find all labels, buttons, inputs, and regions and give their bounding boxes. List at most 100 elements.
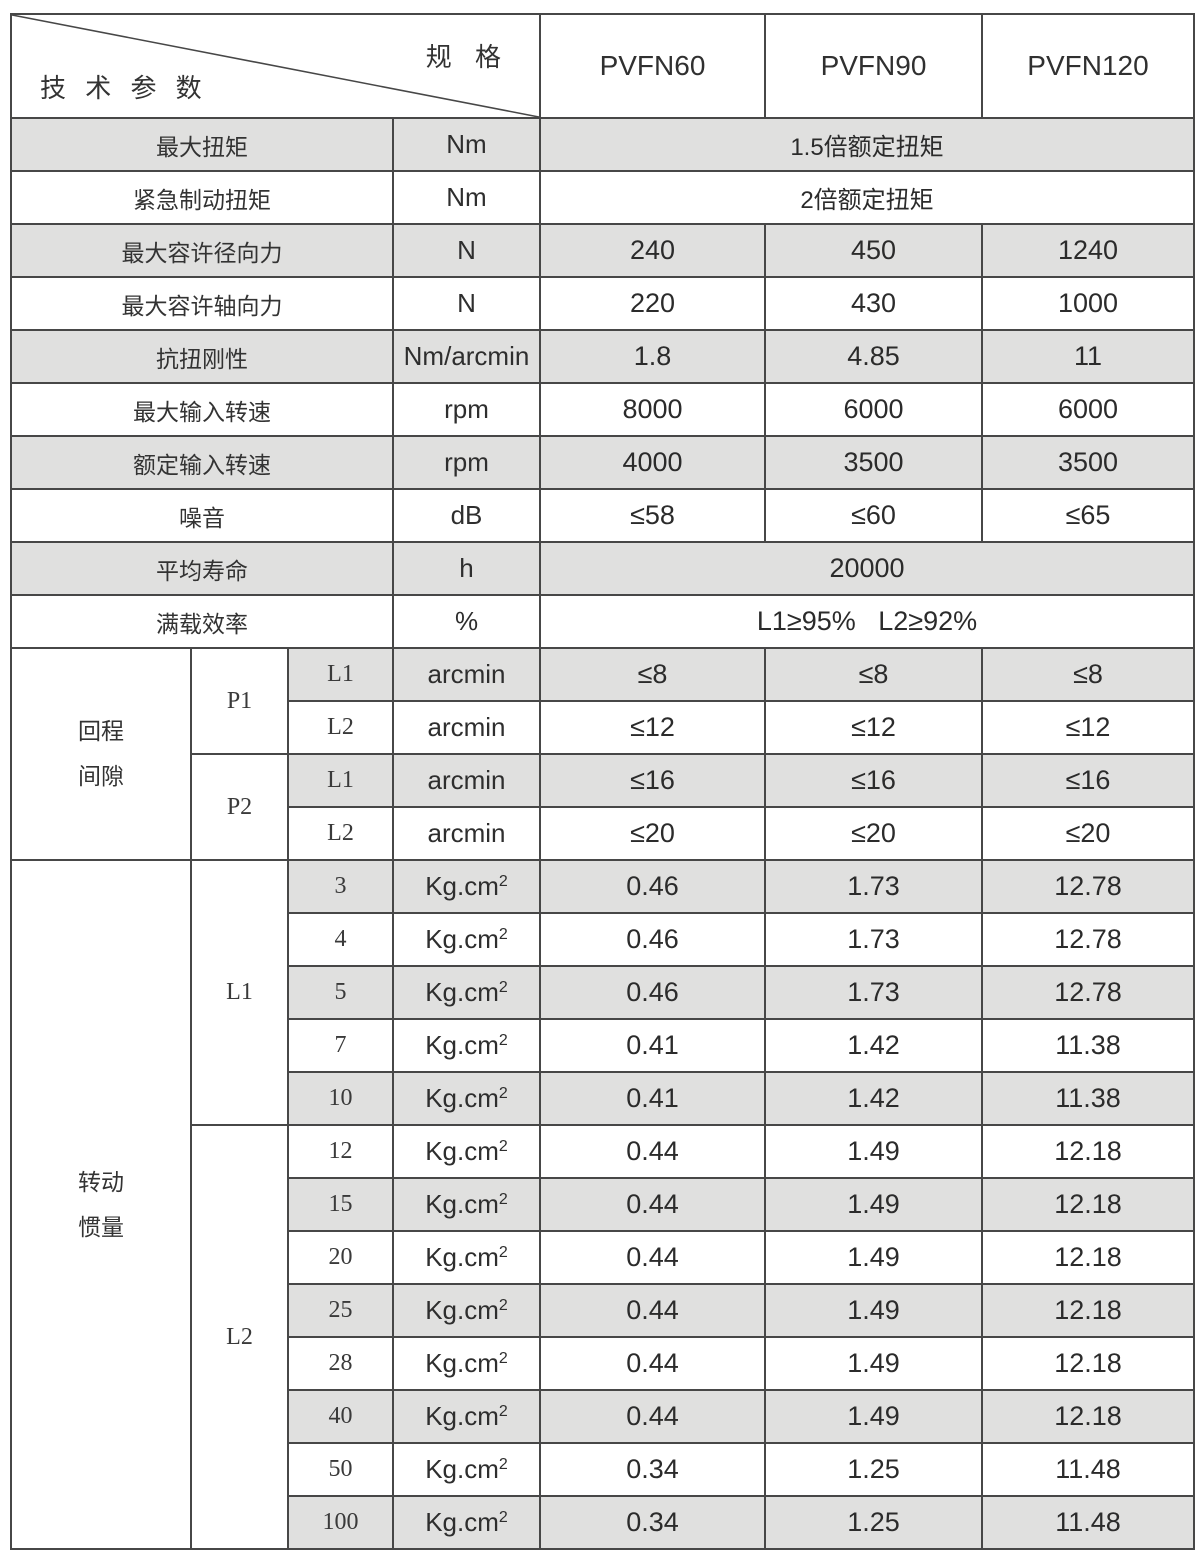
value-cell: ≤20 (539, 806, 766, 861)
unit-cell: Kg.cm2 (392, 1230, 541, 1285)
value-cell-merged: L1≥95% L2≥92% (539, 594, 1195, 649)
table-row-max-torque: 最大扭矩 Nm 1.5倍额定扭矩 (10, 117, 1195, 172)
ratio-cell: 10 (287, 1071, 394, 1126)
value-cell: 1.42 (764, 1071, 983, 1126)
value-cell: 4.85 (764, 329, 983, 384)
table-row-inertia-l1-4: 4 Kg.cm2 0.46 1.73 12.78 (11, 912, 1195, 967)
value-cell: 1.49 (764, 1230, 983, 1285)
value-cell: 6000 (764, 382, 983, 437)
model-header-pvfn120: PVFN120 (981, 13, 1195, 119)
value-cell: 1.25 (764, 1495, 983, 1550)
value-cell: 4000 (539, 435, 766, 490)
value-cell: 0.46 (539, 965, 766, 1020)
ratio-cell: 12 (287, 1124, 394, 1179)
value-cell: ≤16 (764, 753, 983, 808)
row-label: 最大扭矩 (10, 117, 394, 172)
unit-cell: arcmin (392, 753, 541, 808)
unit-cell: Nm/arcmin (392, 329, 541, 384)
unit-cell: Nm (392, 117, 541, 172)
corner-cell: 规 格 技 术 参 数 (10, 13, 541, 119)
value-cell: 12.78 (981, 859, 1195, 914)
unit-cell: arcmin (392, 806, 541, 861)
unit-cell: Kg.cm2 (392, 965, 541, 1020)
unit-cell: Kg.cm2 (392, 1018, 541, 1073)
value-cell: ≤58 (539, 488, 766, 543)
value-cell: 11.38 (981, 1018, 1195, 1073)
value-cell: 1.73 (764, 859, 983, 914)
value-cell: ≤12 (981, 700, 1195, 755)
value-cell: 3500 (764, 435, 983, 490)
value-cell: 0.44 (539, 1124, 766, 1179)
unit-cell: N (392, 276, 541, 331)
stage-cell: L2 (287, 806, 394, 861)
value-cell: 11.48 (981, 1495, 1195, 1550)
unit-cell: Kg.cm2 (392, 1071, 541, 1126)
stage-span-cell-l1: L1 (190, 859, 289, 1126)
value-cell: 12.78 (981, 965, 1195, 1020)
ratio-cell: 7 (287, 1018, 394, 1073)
unit-cell: Kg.cm2 (392, 1495, 541, 1550)
table-row-inertia-l2-15: 15 Kg.cm2 0.44 1.49 12.18 (11, 1177, 1195, 1232)
ratio-cell: 28 (287, 1336, 394, 1391)
value-cell: ≤8 (764, 647, 983, 702)
value-cell: 1.49 (764, 1124, 983, 1179)
backlash-group-label: 回程 间隙 (10, 647, 192, 861)
table-row-full-load-efficiency: 满载效率 % L1≥95% L2≥92% (10, 594, 1195, 649)
value-cell: 1000 (981, 276, 1195, 331)
value-cell: 6000 (981, 382, 1195, 437)
diagonal-divider-line (13, 16, 538, 116)
table-row-backlash-p2-l1: P2 L1 arcmin ≤16 ≤16 ≤16 (11, 753, 1195, 861)
table-row-noise: 噪音 dB ≤58 ≤60 ≤65 (10, 488, 1195, 543)
corner-label-spec: 规 格 (425, 42, 509, 72)
ratio-cell: 5 (287, 965, 394, 1020)
value-cell: 450 (764, 223, 983, 278)
value-cell: 11.38 (981, 1071, 1195, 1126)
precision-cell-p1: P1 (190, 647, 289, 755)
table-row-inertia-l2-40: 40 Kg.cm2 0.44 1.49 12.18 (11, 1389, 1195, 1444)
value-cell-merged: 20000 (539, 541, 1195, 596)
value-cell: 0.41 (539, 1071, 766, 1126)
value-cell: 1.49 (764, 1283, 983, 1338)
row-label: 最大容许轴向力 (10, 276, 394, 331)
table-row-max-radial-force: 最大容许径向力 N 240 450 1240 (10, 223, 1195, 278)
value-cell: 12.78 (981, 912, 1195, 967)
table-row-inertia-l2-12: L2 12 Kg.cm2 0.44 1.49 12.18 (11, 1124, 1195, 1550)
table-row-average-life: 平均寿命 h 20000 (10, 541, 1195, 596)
stage-cell: L1 (287, 647, 394, 702)
value-cell: 11 (981, 329, 1195, 384)
unit-cell: Kg.cm2 (392, 1124, 541, 1179)
ratio-cell: 40 (287, 1389, 394, 1444)
value-cell: 1.73 (764, 965, 983, 1020)
unit-cell: Kg.cm2 (392, 912, 541, 967)
table-row-inertia-l1-10: 10 Kg.cm2 0.41 1.42 11.38 (11, 1071, 1195, 1126)
table-row-inertia-l2-50: 50 Kg.cm2 0.34 1.25 11.48 (11, 1442, 1195, 1497)
value-cell: 11.48 (981, 1442, 1195, 1497)
stage-cell: L1 (287, 753, 394, 808)
unit-cell: N (392, 223, 541, 278)
unit-cell: dB (392, 488, 541, 543)
value-cell: 1.49 (764, 1336, 983, 1391)
value-cell: 8000 (539, 382, 766, 437)
ratio-cell: 20 (287, 1230, 394, 1285)
stage-cell: L2 (287, 700, 394, 755)
value-cell-merged: 2倍额定扭矩 (539, 170, 1195, 225)
ratio-cell: 25 (287, 1283, 394, 1338)
row-label: 额定输入转速 (10, 435, 394, 490)
value-cell: ≤12 (764, 700, 983, 755)
table-row-inertia-l2-28: 28 Kg.cm2 0.44 1.49 12.18 (11, 1336, 1195, 1391)
unit-cell: rpm (392, 382, 541, 437)
table-row-rated-input-speed: 额定输入转速 rpm 4000 3500 3500 (10, 435, 1195, 490)
value-cell: 0.46 (539, 912, 766, 967)
ratio-cell: 3 (287, 859, 394, 914)
table-row-inertia-l2-20: 20 Kg.cm2 0.44 1.49 12.18 (11, 1230, 1195, 1285)
unit-cell: Nm (392, 170, 541, 225)
unit-cell: Kg.cm2 (392, 1442, 541, 1497)
value-cell: 12.18 (981, 1230, 1195, 1285)
row-label: 抗扭刚性 (10, 329, 394, 384)
stage-span-cell-l2: L2 (190, 1124, 289, 1550)
value-cell: 0.44 (539, 1389, 766, 1444)
unit-cell: % (392, 594, 541, 649)
value-cell: 1.42 (764, 1018, 983, 1073)
unit-cell: h (392, 541, 541, 596)
